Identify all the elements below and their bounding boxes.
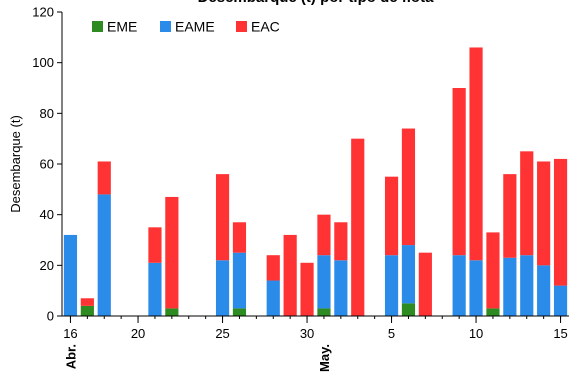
x-tick-label: 25 [215,326,229,341]
x-tick-label: 5 [388,326,395,341]
bar-eac-day-28 [266,255,280,281]
y-axis-label: Desembarque (t) [8,115,23,213]
bar-eame-day-45 [553,285,568,316]
bar-eac-day-43 [520,151,534,256]
bar-eac-day-29 [283,234,297,316]
bar-eac-day-40 [469,47,483,261]
legend-label-eame: EAME [175,19,215,35]
axes-layer: 0 20 40 60 80 100 120 16 20 25 30 5 10 15 Abr. May. Dese… [8,5,569,372]
bar-eame-day-25 [215,260,230,316]
month-label: May. [317,344,332,372]
bar-eme-day-22 [165,308,179,316]
y-tick-label: 100 [32,55,54,70]
bar-eme-day-17 [80,305,94,316]
y-tick-label: 40 [40,207,54,222]
bar-eac-day-21 [148,227,162,263]
bar-eac-day-42 [503,174,517,258]
x-tick-label: 15 [553,326,567,341]
bar-eame-day-43 [520,255,534,316]
bar-eac-day-17 [80,298,94,306]
bar-eac-day-26 [232,222,247,253]
y-tick-label: 60 [40,157,54,172]
bars-layer [63,47,568,316]
bar-eame-day-35 [384,255,399,316]
legend-swatch-eme [92,21,103,32]
bar-eme-day-41 [486,308,500,316]
month-label: Abr. [63,344,78,369]
legend-label-eac: EAC [251,19,280,35]
x-tick-label: 20 [131,326,145,341]
bar-eme-day-26 [232,308,247,316]
bar-eame-day-21 [148,262,162,316]
legend: EME EAME EAC [92,19,280,35]
legend-label-eme: EME [107,19,137,35]
bar-eac-day-36 [401,128,416,246]
bar-eac-day-37 [418,252,432,316]
bar-eame-day-26 [232,252,247,309]
bar-eac-day-44 [537,161,551,266]
bar-eme-day-36 [401,303,416,316]
x-tick-label: 16 [63,326,77,341]
bar-eac-day-18 [97,161,111,195]
bar-eame-day-28 [266,280,280,316]
bar-eac-day-30 [300,262,314,316]
bar-eac-day-35 [384,176,399,256]
bar-eme-day-31 [317,308,331,316]
bar-eame-day-40 [469,260,483,316]
y-tick-label: 0 [47,309,54,324]
chart-title: Desembarque (t) por tipo de flota [198,0,435,6]
legend-swatch-eame [160,21,171,32]
bar-eac-day-22 [165,196,179,309]
bar-eame-day-39 [452,255,466,316]
bar-eac-day-32 [334,222,348,261]
bar-eame-day-32 [334,260,348,316]
bar-eac-day-39 [452,88,466,256]
y-tick-label: 20 [40,258,54,273]
bar-eame-day-36 [401,245,416,304]
bar-eac-day-33 [351,138,365,316]
bar-eac-day-25 [215,174,230,261]
bar-eame-day-31 [317,255,331,309]
y-tick-label: 120 [32,5,54,20]
bar-eame-day-44 [537,265,551,316]
bar-eac-day-31 [317,214,331,256]
bar-eac-day-45 [553,158,568,286]
bar-eame-day-42 [503,257,517,316]
bar-eame-day-18 [97,194,111,316]
bar-eac-day-41 [486,232,500,309]
x-tick-label: 30 [300,326,314,341]
legend-swatch-eac [236,21,247,32]
x-tick-label: 10 [469,326,483,341]
bar-eame-day-16 [63,234,78,316]
y-tick-label: 80 [40,106,54,121]
